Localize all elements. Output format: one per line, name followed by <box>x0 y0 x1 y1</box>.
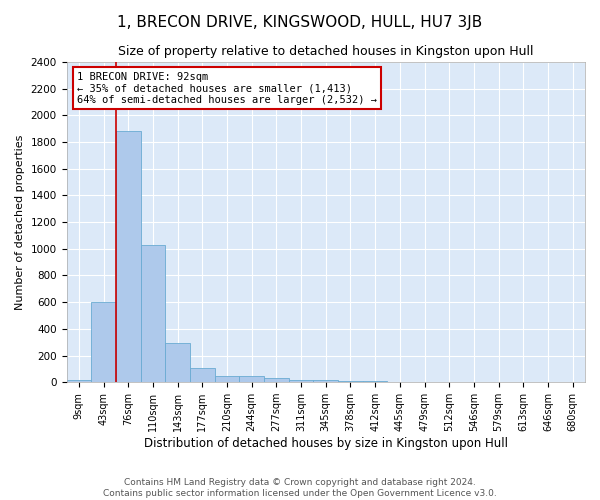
Title: Size of property relative to detached houses in Kingston upon Hull: Size of property relative to detached ho… <box>118 45 533 58</box>
Y-axis label: Number of detached properties: Number of detached properties <box>15 134 25 310</box>
Text: Contains HM Land Registry data © Crown copyright and database right 2024.
Contai: Contains HM Land Registry data © Crown c… <box>103 478 497 498</box>
Bar <box>338 381 363 382</box>
Bar <box>313 380 338 382</box>
Bar <box>239 376 264 382</box>
Bar <box>215 376 239 382</box>
Bar <box>363 381 388 382</box>
X-axis label: Distribution of detached houses by size in Kingston upon Hull: Distribution of detached houses by size … <box>144 437 508 450</box>
Text: 1, BRECON DRIVE, KINGSWOOD, HULL, HU7 3JB: 1, BRECON DRIVE, KINGSWOOD, HULL, HU7 3J… <box>118 15 482 30</box>
Bar <box>165 343 190 382</box>
Bar <box>264 378 289 382</box>
Bar <box>190 368 215 382</box>
Bar <box>116 132 140 382</box>
Bar <box>140 245 165 382</box>
Bar <box>289 380 313 382</box>
Text: 1 BRECON DRIVE: 92sqm
← 35% of detached houses are smaller (1,413)
64% of semi-d: 1 BRECON DRIVE: 92sqm ← 35% of detached … <box>77 72 377 105</box>
Bar <box>91 302 116 382</box>
Bar <box>67 380 91 382</box>
